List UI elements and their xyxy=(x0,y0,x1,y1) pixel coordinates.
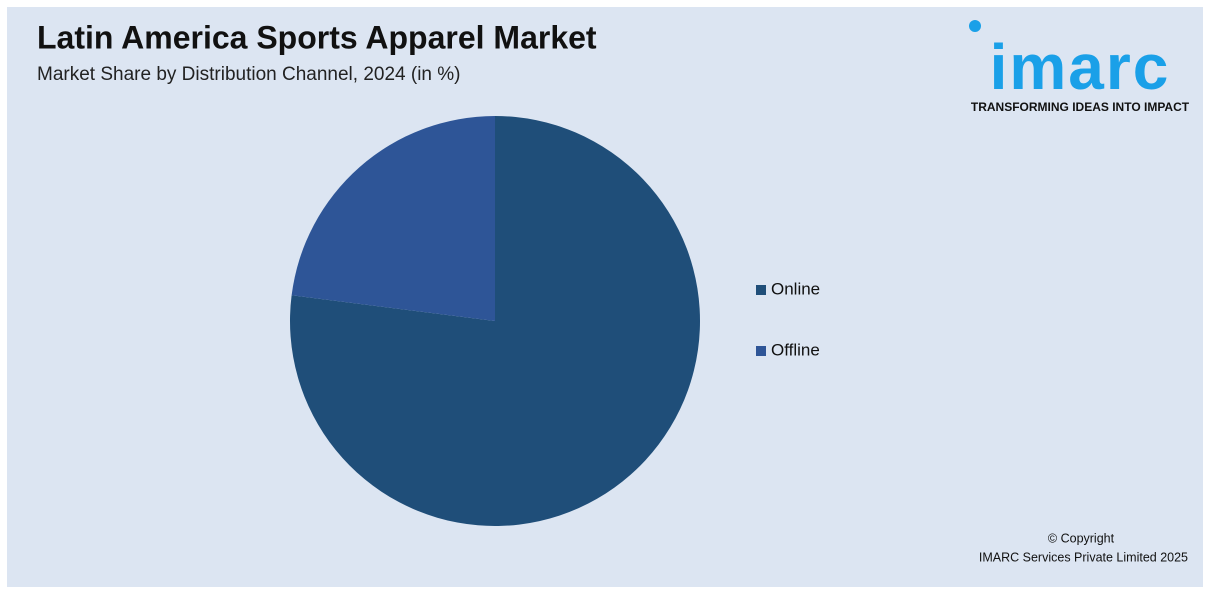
logo: imarc xyxy=(990,31,1171,103)
chart-title: Latin America Sports Apparel Market xyxy=(37,19,597,55)
tagline: TRANSFORMING IDEAS INTO IMPACT xyxy=(971,100,1190,114)
legend-label: Offline xyxy=(771,340,820,359)
legend-swatch xyxy=(756,346,766,356)
pie-slice xyxy=(291,116,495,321)
copyright: IMARC Services Private Limited 2025 xyxy=(979,550,1188,564)
legend-label: Online xyxy=(771,279,820,298)
logo-dot xyxy=(969,20,981,32)
copyright: © Copyright xyxy=(1048,531,1115,545)
chart-subtitle: Market Share by Distribution Channel, 20… xyxy=(37,64,460,85)
legend-swatch xyxy=(756,285,766,295)
